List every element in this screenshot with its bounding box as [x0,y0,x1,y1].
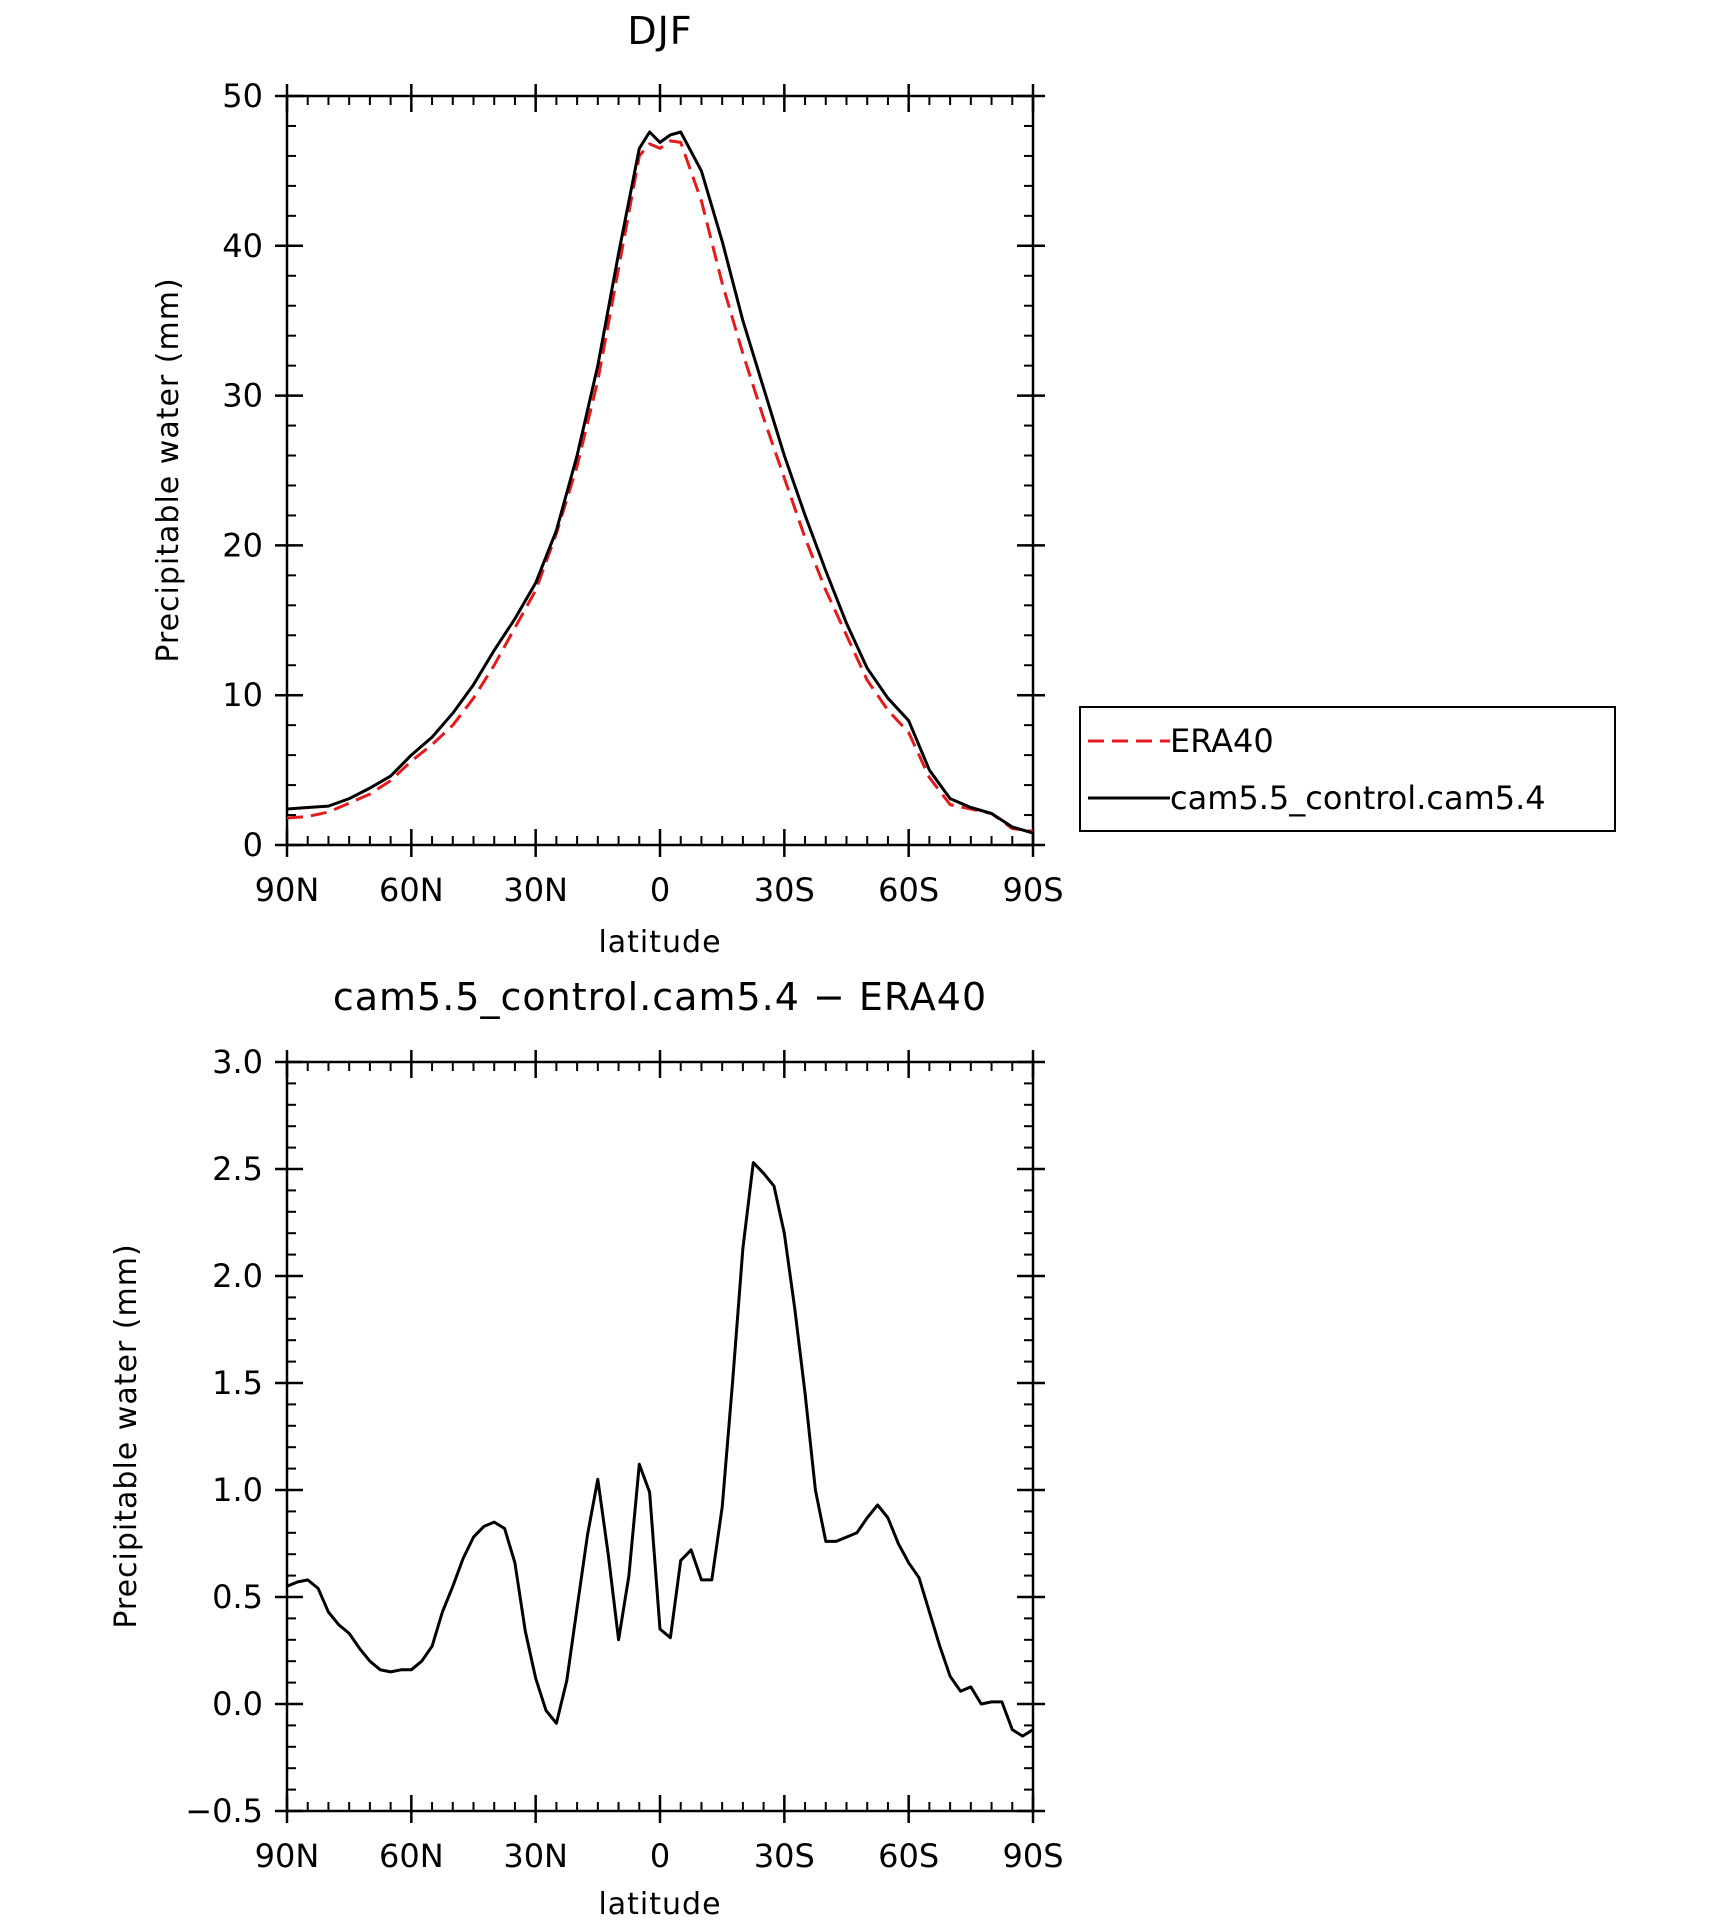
difference-panel: cam5.5_control.cam5.4 − ERA40 90N 60N 30N 0… [109,975,1064,1922]
x-tick-label: 60N [379,871,444,909]
legend-label-cam: cam5.5_control.cam5.4 [1170,779,1546,817]
y-tick-label: −0.5 [185,1792,263,1830]
x-tick-label: 60S [878,1837,939,1875]
plot-frame [285,1060,1035,1813]
legend: ERA40 cam5.5_control.cam5.4 [1079,706,1616,832]
x-tick-label: 30N [503,1837,568,1875]
y-tick-label: 50 [222,77,263,115]
x-axis-label: latitude [598,925,721,960]
chart-title: DJF [627,9,692,53]
y-tick-label: 2.5 [212,1150,263,1188]
axis-ticks: 90N 60N 30N 0 30S 60S 90S 0 10 20 30 40 50 [222,77,1063,909]
y-tick-label: 0.0 [212,1685,263,1723]
series-line-difference [286,1161,1034,1738]
x-axis-label: latitude [598,1887,721,1922]
y-tick-label: 0.5 [212,1578,263,1616]
y-tick-label: 2.0 [212,1257,263,1295]
legend-label-era40: ERA40 [1170,722,1274,760]
series-lines [286,1161,1034,1738]
y-tick-label: 30 [222,377,263,415]
x-tick-label: 90N [255,871,320,909]
x-tick-label: 90S [1002,1837,1063,1875]
x-tick-label: 90S [1002,871,1063,909]
y-tick-label: 0 [243,826,263,864]
djf-panel: DJF 90N 60N 30N 0 30S 60S 90S 0 10 20 30 40 50 latit… [151,9,1616,960]
y-tick-label: 10 [222,676,263,714]
x-tick-label: 60N [379,1837,444,1875]
y-tick-label: 1.0 [212,1471,263,1509]
y-axis-label: Precipitable water (mm) [109,1243,144,1628]
x-tick-label: 30S [754,1837,815,1875]
series-line-cam5-5-control-cam5-4 [286,130,1034,835]
plot-frame [285,94,1035,847]
x-tick-label: 90N [255,1837,320,1875]
x-tick-label: 0 [650,871,670,909]
y-tick-label: 3.0 [212,1043,263,1081]
x-tick-label: 60S [878,871,939,909]
y-axis-label: Precipitable water (mm) [151,277,186,662]
y-tick-label: 40 [222,227,263,265]
y-tick-label: 20 [222,526,263,564]
x-tick-label: 30S [754,871,815,909]
y-tick-label: 1.5 [212,1364,263,1402]
legend-box [1079,706,1616,832]
chart-title: cam5.5_control.cam5.4 − ERA40 [333,975,987,1019]
x-tick-label: 0 [650,1837,670,1875]
x-tick-label: 30N [503,871,568,909]
series-lines [286,130,1034,835]
series-line-era40 [286,139,1034,833]
axis-ticks: 90N 60N 30N 0 30S 60S 90S −0.5 0.0 0.5 1.0 1.5 2.0 2.… [185,1043,1063,1875]
